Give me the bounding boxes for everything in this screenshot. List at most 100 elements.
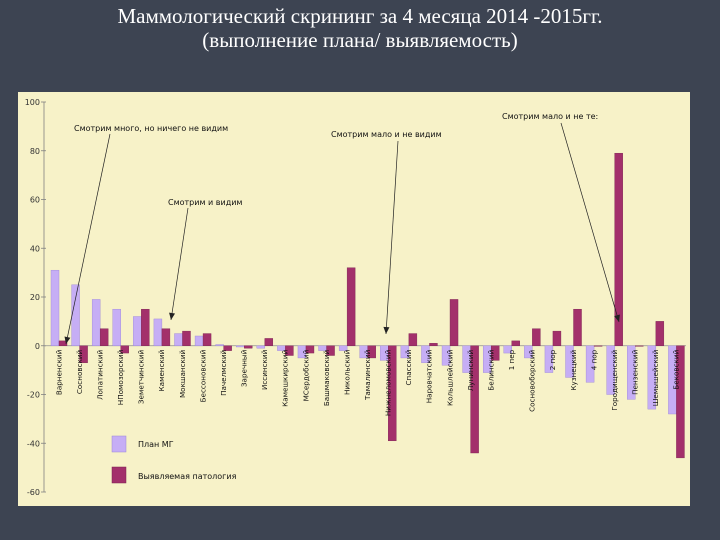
slide-title: Маммологический скрининг за 4 месяца 201…: [0, 4, 720, 52]
bar-plan: [585, 345, 595, 383]
category-label: Бессоновский: [198, 349, 207, 402]
category-label: Пачелмский: [219, 349, 228, 395]
title-line-1: Маммологический скрининг за 4 месяца 201…: [117, 4, 603, 28]
category-label: Мокшанский: [178, 349, 187, 398]
category-label: Наровчатский: [425, 349, 434, 403]
y-tick-label: 20: [30, 293, 40, 302]
category-label: Иссинский: [260, 349, 269, 390]
category-label: Варненский: [54, 349, 63, 395]
y-tick-label: 40: [30, 244, 40, 253]
bar-pathology: [593, 345, 603, 347]
category-label: Спасский: [404, 349, 413, 385]
category-label: 4 пор: [589, 349, 598, 370]
category-label: Земетчинский: [137, 349, 146, 404]
screening-bar-chart: -60 -40 -20 0 20 40 60 80 100 Варненский Сосновски…: [25, 98, 686, 497]
bar-pathology: [120, 345, 129, 354]
bar-plan: [421, 345, 430, 364]
bar-plan: [524, 345, 533, 359]
category-label: 2 пор: [548, 349, 557, 370]
y-tick-label: 100: [25, 98, 40, 107]
category-label: 1 пер: [507, 349, 516, 370]
y-tick-label: -20: [27, 391, 40, 400]
bar-pathology: [79, 345, 88, 364]
title-line-2: (выполнение плана/ выявляемость): [202, 28, 518, 52]
category-label: МСердобский: [301, 349, 310, 401]
pointer-many-nothing: [65, 133, 111, 345]
annotation-many-nothing: Смотрим много, но ничего не видим: [74, 124, 228, 133]
bar-plan: [565, 345, 574, 378]
bar-plan: [544, 345, 554, 373]
bar-pathology: [490, 345, 500, 361]
bar-plan: [194, 335, 204, 346]
legend-label-pathology: Выявляемая патология: [138, 472, 237, 481]
bar-plan: [256, 345, 266, 349]
y-tick-label: 60: [30, 196, 40, 205]
annotation-see-and-find: Смотрим и видим: [168, 198, 242, 207]
bar-plan: [71, 284, 80, 346]
bar-pathology: [244, 345, 253, 349]
bar-plan: [441, 345, 451, 366]
legend-swatch-plan: [111, 435, 127, 453]
bar-pathology: [141, 308, 150, 346]
bar-pathology: [614, 152, 623, 346]
bar-plan: [153, 318, 163, 346]
bar-pathology: [182, 330, 191, 346]
bar-pathology: [532, 328, 541, 346]
bar-pathology: [676, 345, 685, 459]
pointer-few-nothing: [385, 140, 399, 335]
category-label: Белинский: [486, 349, 495, 390]
y-tick-label: 0: [35, 342, 40, 351]
bar-plan: [647, 345, 657, 410]
bar-pathology: [635, 345, 644, 347]
bar-pathology: [470, 345, 479, 454]
bar-pathology: [326, 345, 335, 356]
pointer-few-wrong: [560, 122, 620, 323]
bar-pathology: [655, 321, 665, 346]
bar-plan: [338, 345, 348, 351]
category-label: Камешкирский: [281, 349, 290, 406]
bar-plan: [236, 345, 245, 348]
category-label: Кольшлейский: [445, 349, 454, 406]
bar-plan: [133, 316, 142, 346]
annotation-few-nothing: Смотрим мало и не видим: [331, 130, 442, 139]
category-label: Сосновский: [75, 349, 84, 394]
category-label: Башмаковский: [322, 349, 331, 406]
bar-pathology: [408, 333, 418, 346]
bar-plan: [627, 345, 636, 400]
bar-plan: [91, 299, 101, 346]
bar-pathology: [388, 345, 397, 442]
bar-plan: [215, 344, 224, 346]
bar-pathology: [202, 333, 212, 346]
category-label: Лунинский: [466, 349, 475, 391]
category-label: Сосновоборский: [528, 349, 537, 411]
bar-plan: [400, 345, 410, 359]
bar-plan: [503, 345, 512, 354]
bar-plan: [606, 345, 615, 395]
legend-swatch-pathology: [111, 466, 127, 484]
category-label: Каменский: [157, 349, 166, 391]
category-label: НПомозорский: [116, 349, 125, 405]
legend-label-plan: План МГ: [138, 440, 174, 449]
chart-panel: -60 -40 -20 0 20 40 60 80 100 Варненский Сосновски…: [18, 92, 690, 506]
bar-pathology: [367, 345, 376, 359]
pointer-many-nothing-head: [64, 336, 71, 344]
bar-pathology: [223, 345, 232, 351]
bar-pathology: [58, 340, 68, 346]
category-label: Никольский: [342, 349, 351, 395]
bar-pathology: [449, 299, 459, 346]
bar-pathology: [99, 328, 109, 346]
y-tick-label: 80: [30, 147, 40, 156]
bar-plan: [112, 308, 121, 346]
category-label: Пензенский: [631, 349, 640, 394]
pointer-few-wrong-head: [614, 314, 620, 322]
pointer-see-and-find-head: [169, 312, 176, 320]
pointer-few-nothing-head: [383, 326, 390, 334]
pointer-see-and-find: [170, 207, 189, 321]
category-label: Тамалинский: [363, 349, 372, 401]
annotation-few-wrong: Смотрим мало и не те:: [502, 112, 598, 121]
bar-plan: [174, 333, 183, 346]
category-label: Нижнеломовский: [384, 349, 393, 416]
category-label: Городищенский: [610, 349, 619, 410]
category-label: Шемышейский: [651, 349, 660, 406]
y-tick-label: -60: [27, 488, 40, 497]
